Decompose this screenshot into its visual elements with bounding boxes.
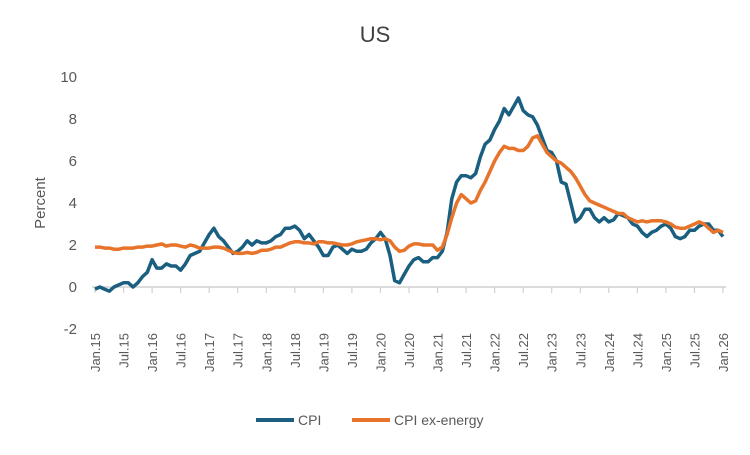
series-line-cpi-ex-energy	[95, 134, 724, 256]
x-tick-label: Jan.17	[202, 333, 217, 372]
x-tick-label: Jul.24	[630, 333, 645, 368]
y-tick-label: 8	[69, 111, 77, 128]
y-tick-label: -2	[64, 321, 77, 338]
x-tick-label: Jul.15	[117, 333, 132, 368]
series-line-cpi	[94, 96, 725, 293]
y-tick-label: 2	[69, 237, 77, 254]
y-tick-label: 0	[69, 279, 77, 296]
x-tick-label: Jan.16	[145, 333, 160, 372]
x-tick-label: Jan.23	[545, 333, 560, 372]
x-tick-label: Jan.19	[316, 333, 331, 372]
legend-label-cpi-ex-energy: CPI ex-energy	[394, 412, 483, 428]
x-tick-label: Jan.24	[602, 333, 617, 372]
y-axis-label: Percent	[32, 176, 49, 229]
x-tick-label: Jul.18	[288, 333, 303, 368]
x-tick-label: Jul.20	[402, 333, 417, 368]
x-tick-label: Jan.25	[659, 333, 674, 372]
x-tick-label: Jul.25	[687, 333, 702, 368]
x-tick-label: Jul.23	[573, 333, 588, 368]
legend-label-cpi: CPI	[298, 412, 321, 428]
x-tick-label: Jan.22	[488, 333, 503, 372]
x-tick-label: Jul.21	[459, 333, 474, 368]
y-tick-label: 4	[69, 195, 77, 212]
legend: CPI CPI ex-energy	[256, 412, 483, 428]
x-tick-label: Jul.19	[345, 333, 360, 368]
chart-title: US	[360, 22, 391, 47]
x-tick-label: Jul.22	[516, 333, 531, 368]
y-tick-label: 10	[60, 69, 77, 86]
x-tick-label: Jul.17	[231, 333, 246, 368]
x-tick-label: Jan.20	[373, 333, 388, 372]
x-tick-label: Jan.21	[431, 333, 446, 372]
x-tick-label: Jan.15	[88, 333, 103, 372]
x-tick-label: Jan.26	[716, 333, 731, 372]
x-tick-label: Jul.16	[174, 333, 189, 368]
x-tick-label: Jan.18	[259, 333, 274, 372]
y-tick-label: 6	[69, 153, 77, 170]
